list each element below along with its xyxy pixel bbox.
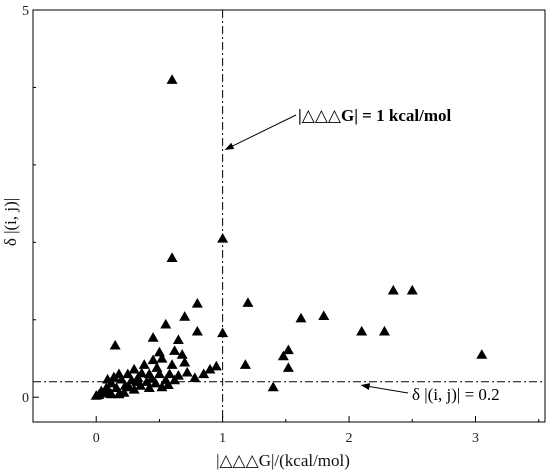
data-point bbox=[169, 345, 181, 355]
data-point bbox=[143, 382, 155, 393]
data-point bbox=[181, 366, 193, 377]
x-tick-label: 2 bbox=[346, 431, 353, 446]
data-point bbox=[217, 232, 229, 243]
data-point bbox=[166, 252, 178, 262]
data-point bbox=[138, 359, 150, 369]
data-point bbox=[156, 352, 168, 363]
data-point bbox=[172, 370, 184, 380]
data-point bbox=[128, 363, 140, 374]
x-tick-label: 1 bbox=[219, 431, 226, 446]
plot-frame bbox=[32, 9, 546, 423]
data-point bbox=[147, 354, 159, 365]
y-tick-label: 0 bbox=[22, 391, 29, 406]
data-point bbox=[179, 311, 191, 321]
x-axis-title: |△△△G|/(kcal/mol) bbox=[216, 451, 350, 470]
data-point bbox=[146, 373, 158, 383]
data-point bbox=[153, 368, 165, 379]
data-point bbox=[210, 360, 222, 371]
data-point bbox=[166, 74, 178, 84]
plot-border bbox=[32, 9, 546, 423]
x-tick-label: 3 bbox=[472, 431, 479, 446]
data-point bbox=[191, 298, 203, 308]
annotation-arrow-delta bbox=[360, 383, 409, 394]
data-point bbox=[162, 379, 174, 389]
data-point bbox=[189, 372, 201, 382]
data-point bbox=[387, 284, 399, 295]
y-tick-label: 5 bbox=[22, 4, 29, 19]
data-point bbox=[176, 349, 188, 359]
data-point bbox=[113, 388, 125, 399]
data-point bbox=[102, 373, 114, 384]
data-point bbox=[282, 344, 294, 355]
data-point bbox=[318, 310, 330, 321]
data-point bbox=[378, 325, 390, 336]
data-point bbox=[295, 312, 307, 323]
data-point bbox=[160, 318, 172, 329]
x-tick-label: 0 bbox=[93, 431, 100, 446]
y-axis-title: δ |(i, j)| bbox=[1, 198, 20, 246]
data-points bbox=[90, 74, 488, 400]
data-point bbox=[242, 297, 254, 307]
data-point bbox=[131, 376, 143, 386]
reference-lines bbox=[33, 10, 545, 422]
annotations: |△△△G| = 1 kcal/mol δ |(i, j)| = 0.2 bbox=[224, 106, 500, 404]
data-point bbox=[198, 368, 210, 379]
data-point bbox=[239, 359, 251, 369]
annotation-threshold-delta: δ |(i, j)| = 0.2 bbox=[412, 385, 500, 404]
data-point bbox=[164, 368, 176, 379]
data-point bbox=[476, 349, 488, 359]
data-point bbox=[128, 383, 140, 394]
data-point bbox=[204, 363, 216, 374]
axis-ticks: 0 1 2 3 0 5 bbox=[22, 4, 540, 446]
data-point bbox=[267, 381, 279, 392]
data-point bbox=[282, 362, 294, 372]
data-point bbox=[179, 356, 191, 367]
data-point bbox=[153, 346, 165, 357]
data-point bbox=[356, 325, 368, 336]
data-point bbox=[105, 388, 117, 399]
data-point bbox=[277, 350, 289, 361]
annotation-arrow-energy bbox=[224, 114, 297, 150]
data-point bbox=[172, 334, 184, 345]
data-point bbox=[122, 368, 134, 379]
data-point bbox=[109, 339, 121, 350]
annotation-threshold-energy: |△△△G| = 1 kcal/mol bbox=[298, 106, 451, 125]
data-point bbox=[217, 327, 229, 338]
data-point bbox=[166, 359, 178, 369]
data-point bbox=[191, 325, 203, 336]
data-point bbox=[147, 332, 159, 342]
data-point bbox=[406, 284, 418, 295]
data-point bbox=[90, 390, 102, 400]
